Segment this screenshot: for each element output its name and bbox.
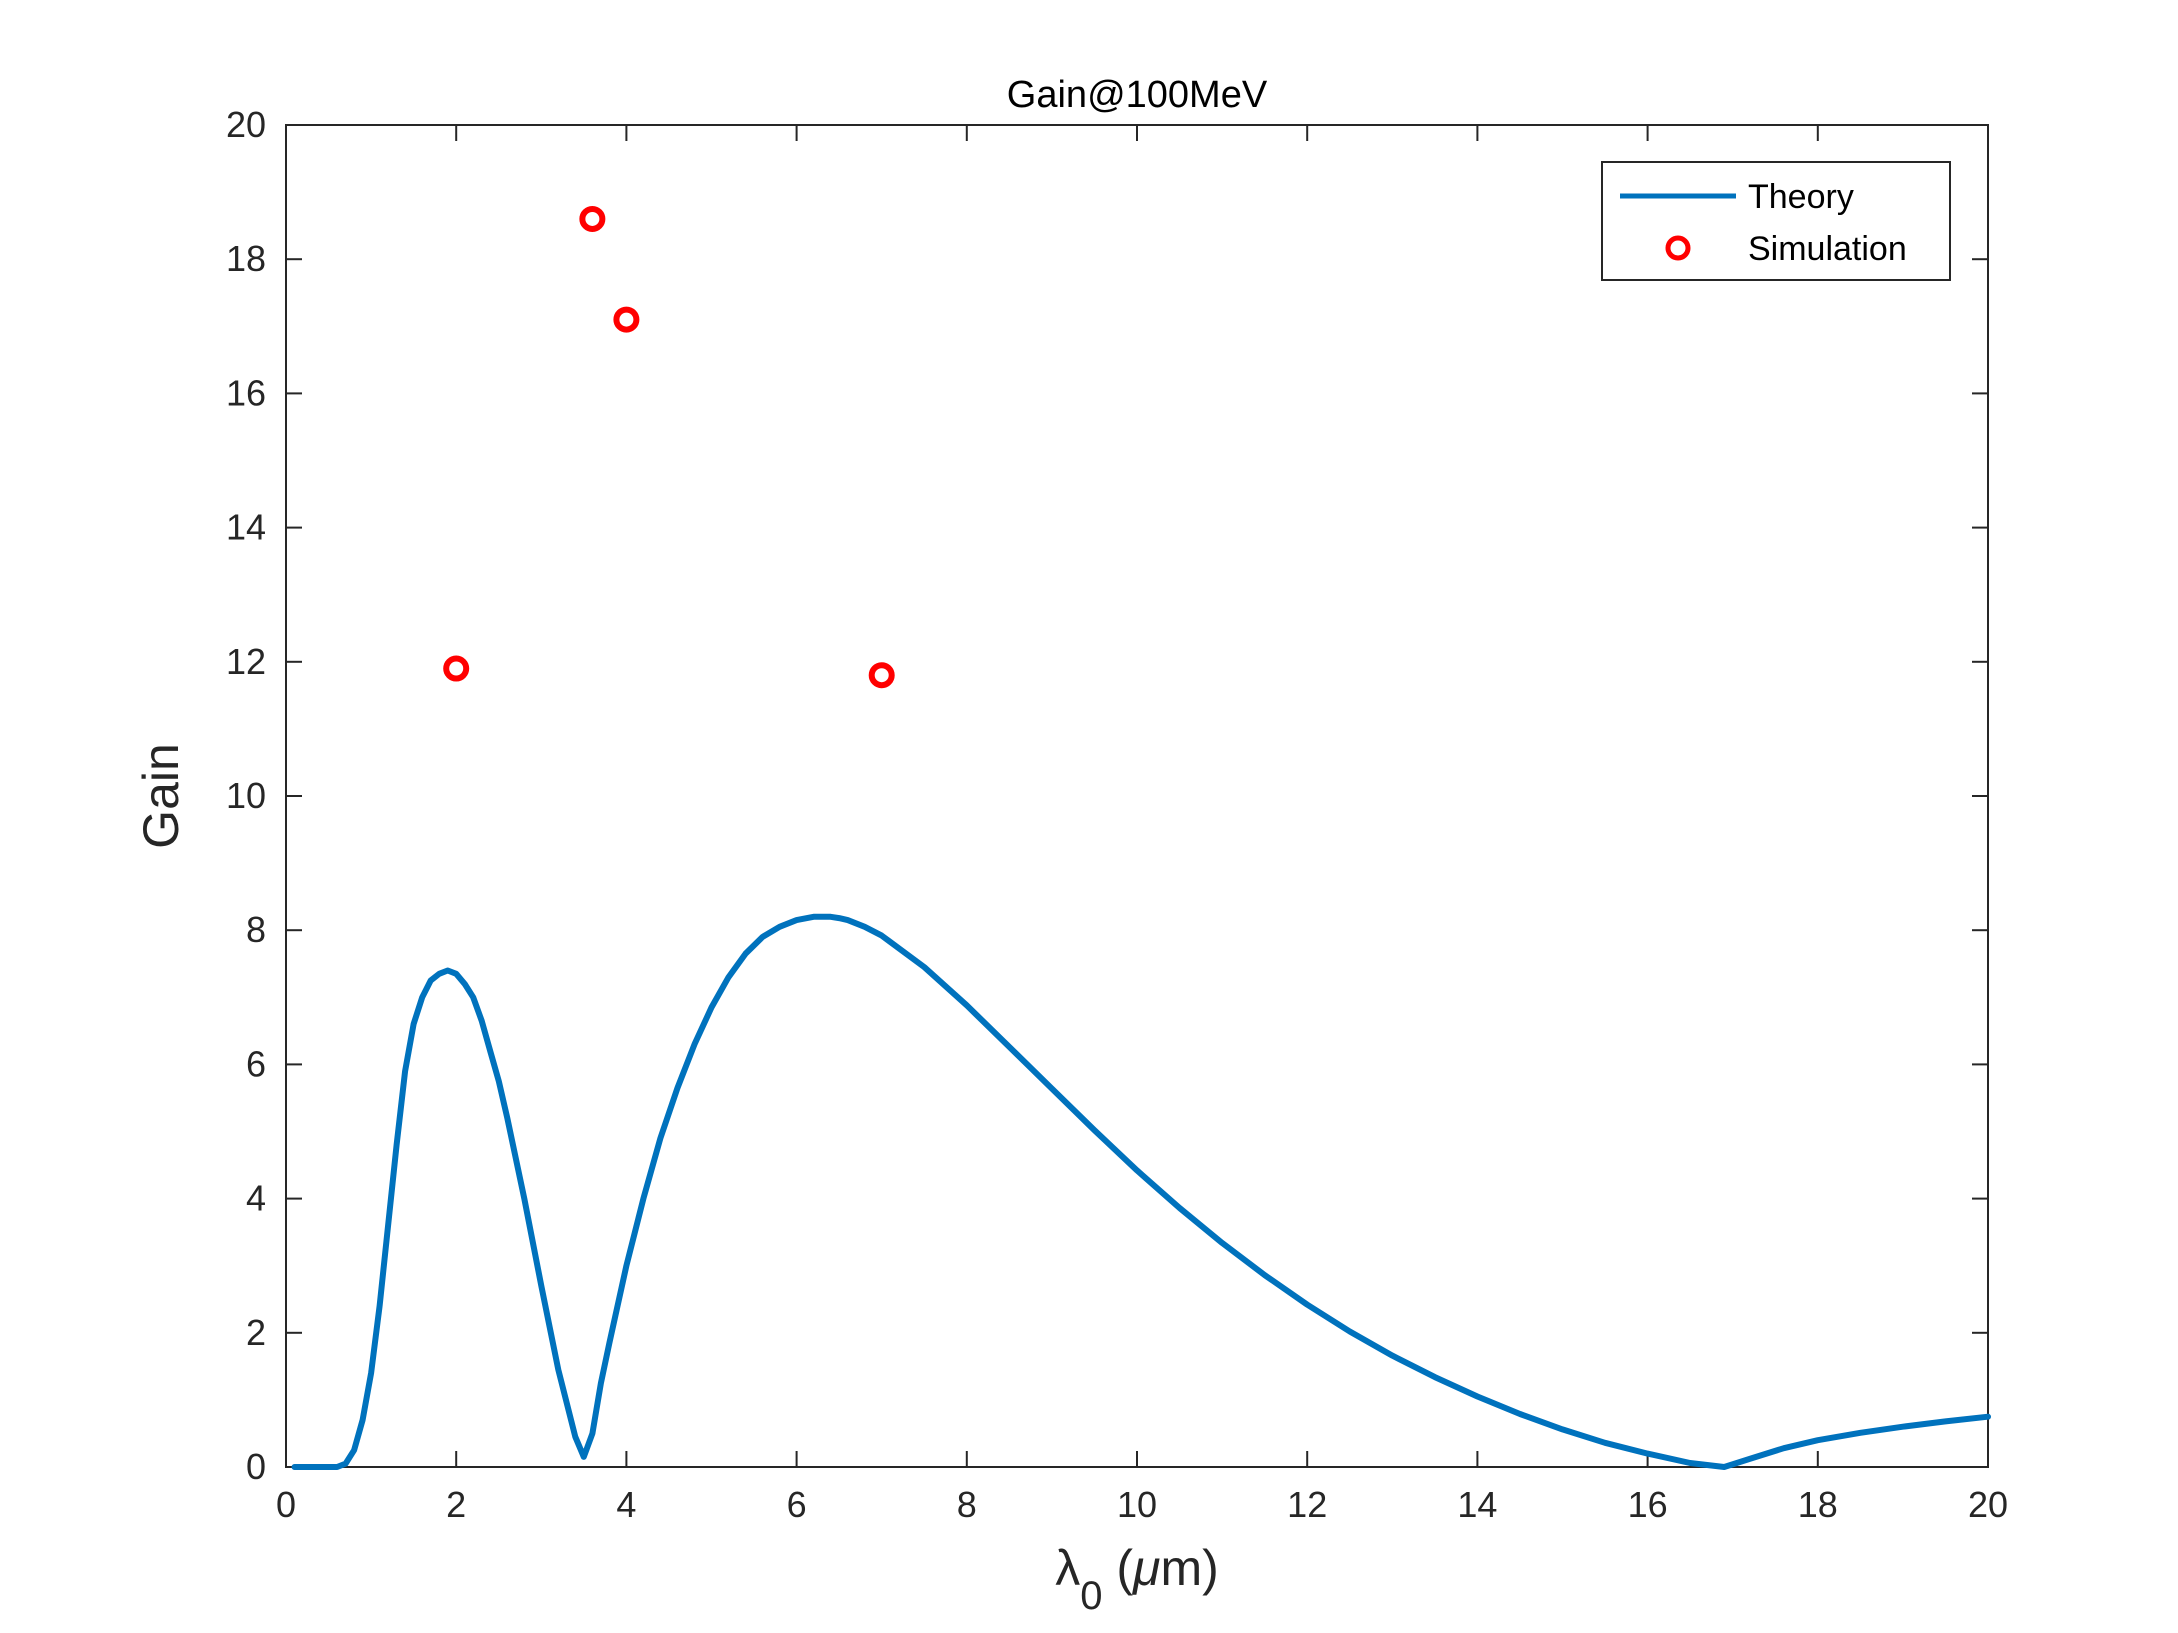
y-tick-label: 8 xyxy=(246,909,266,950)
simulation-point xyxy=(613,306,640,333)
legend-simulation-swatch xyxy=(1665,235,1691,261)
y-tick-label: 2 xyxy=(246,1312,266,1353)
y-tick-label: 14 xyxy=(226,507,266,548)
simulation-point xyxy=(579,205,606,232)
axes-box xyxy=(285,124,1989,1468)
x-axis-label-unit-symbol: μ xyxy=(1131,1540,1160,1596)
x-tick-label: 18 xyxy=(1798,1484,1838,1525)
x-axis-label-symbol: λ xyxy=(1055,1540,1080,1596)
legend: Theory Simulation xyxy=(1601,161,1951,281)
x-tick-label: 10 xyxy=(1117,1484,1157,1525)
x-tick-label: 0 xyxy=(276,1484,296,1525)
y-axis-label: Gain xyxy=(133,743,189,849)
legend-simulation-label: Simulation xyxy=(1748,230,1907,268)
x-axis-label-subscript: 0 xyxy=(1080,1574,1102,1618)
y-tick-label: 18 xyxy=(226,238,266,279)
y-tick-label: 20 xyxy=(226,104,266,145)
x-tick-label: 12 xyxy=(1287,1484,1327,1525)
simulation-point xyxy=(443,655,470,682)
y-tick-label: 6 xyxy=(246,1043,266,1084)
simulation-point xyxy=(868,662,895,689)
y-tick-label: 10 xyxy=(226,775,266,816)
y-axis-ticks: 0 2 4 6 8 10 12 14 16 18 20 xyxy=(226,104,1988,1487)
series-layer xyxy=(291,205,1991,1470)
y-tick-label: 4 xyxy=(246,1178,266,1219)
x-tick-label: 6 xyxy=(787,1484,807,1525)
y-tick-label: 0 xyxy=(246,1446,266,1487)
legend-box xyxy=(1601,161,1951,281)
x-tick-label: 8 xyxy=(957,1484,977,1525)
x-tick-label: 2 xyxy=(446,1484,466,1525)
x-axis-label: λ0 (μm) xyxy=(1055,1540,1219,1618)
y-tick-label: 12 xyxy=(226,641,266,682)
x-axis-ticks: 0 2 4 6 8 10 12 14 16 18 20 xyxy=(276,125,2008,1525)
theory-series-line xyxy=(291,913,1991,1470)
x-tick-label: 4 xyxy=(616,1484,636,1525)
legend-theory-label: Theory xyxy=(1748,178,1854,216)
x-tick-label: 14 xyxy=(1457,1484,1497,1525)
x-axis-label-unit-rest: m) xyxy=(1160,1540,1218,1596)
x-tick-label: 16 xyxy=(1628,1484,1668,1525)
y-tick-label: 16 xyxy=(226,372,266,413)
x-axis-label-unit-open: ( xyxy=(1102,1540,1133,1596)
plot-area: 0 2 4 6 8 10 12 14 16 18 20 0 2 4 6 8 10 12 14 16 18 20 xyxy=(226,104,2008,1525)
chart-title: Gain@100MeV xyxy=(1007,74,1268,116)
x-tick-label: 20 xyxy=(1968,1484,2008,1525)
